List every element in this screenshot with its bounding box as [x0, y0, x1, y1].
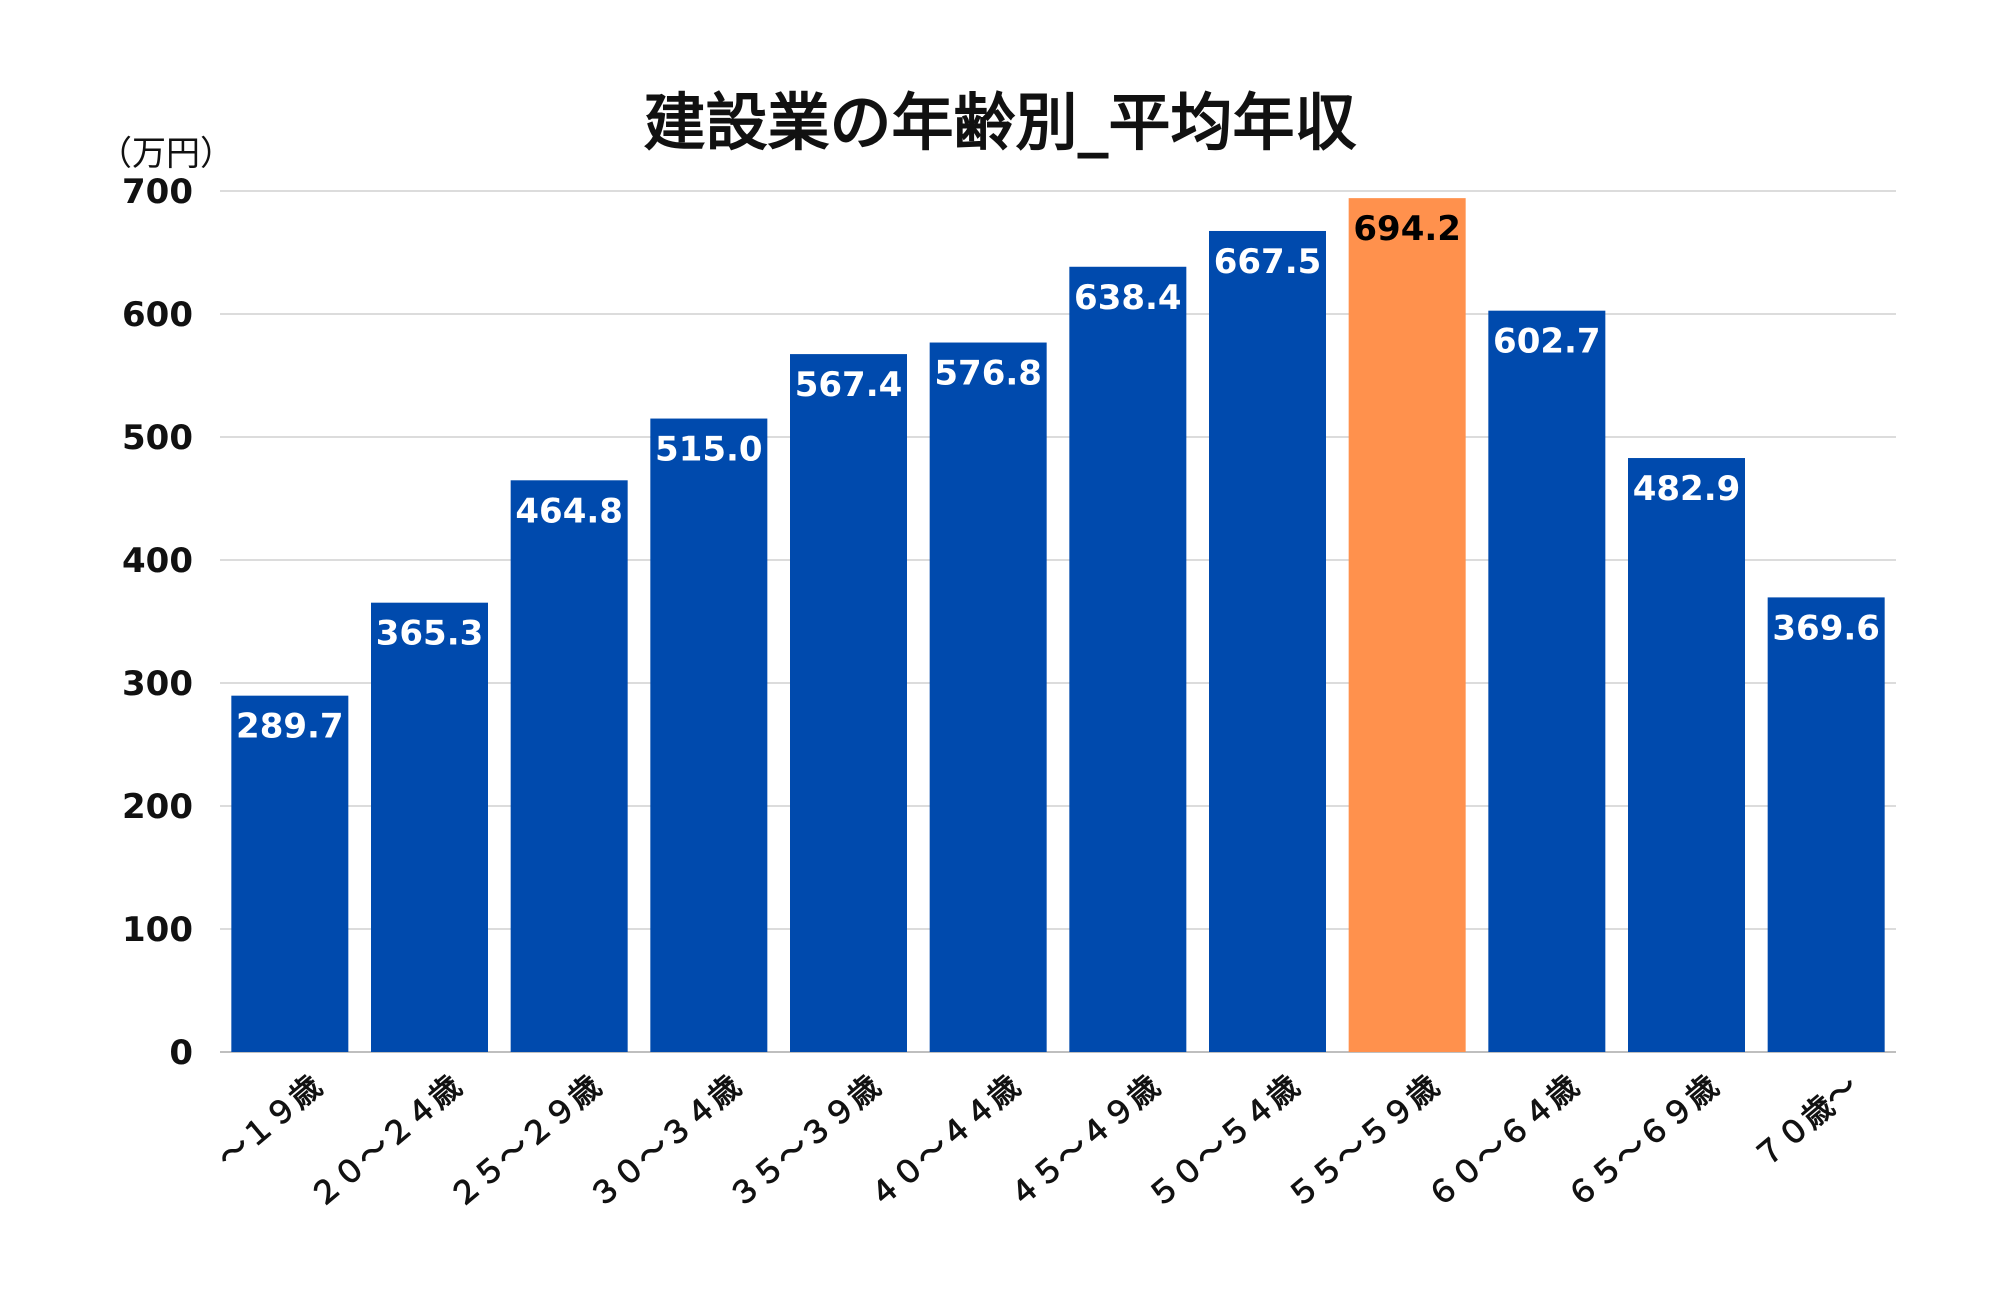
bars — [231, 198, 1885, 1053]
x-tick-label: ３０～３４歳 — [582, 1069, 748, 1216]
data-label: 638.4 — [1074, 278, 1182, 318]
bar — [1209, 230, 1326, 1053]
data-label: 464.8 — [515, 491, 623, 531]
data-label: 515.0 — [655, 430, 763, 470]
y-tick-label: 300 — [122, 664, 193, 704]
bar — [929, 342, 1047, 1052]
x-tick-label: ４５～４９歳 — [1001, 1069, 1167, 1216]
x-tick-label: ５０～５４歳 — [1141, 1069, 1307, 1216]
y-tick-label: 100 — [122, 910, 193, 950]
bar — [1628, 458, 1745, 1053]
bar — [231, 695, 349, 1052]
x-tick-label: ７０歳～ — [1747, 1069, 1865, 1176]
x-tick-label: ～１９歳 — [211, 1069, 329, 1176]
bar — [1488, 310, 1606, 1053]
y-tick-label: 400 — [122, 541, 193, 581]
y-axis-unit-label: （万円） — [98, 134, 234, 174]
data-label: 289.7 — [236, 707, 344, 747]
bar — [1069, 266, 1187, 1052]
y-axis-ticks: 0 100 200 300 400 500 600 700 — [122, 172, 193, 1073]
x-axis-ticks: ～１９歳２０～２４歳２５～２９歳３０～３４歳３５～３９歳４０～４４歳４５～４９歳… — [211, 1069, 1865, 1216]
bar — [790, 354, 907, 1052]
bar — [371, 602, 488, 1052]
data-label: 694.2 — [1353, 209, 1461, 249]
y-tick-label: 200 — [122, 787, 193, 827]
x-tick-label: ６５～６９歳 — [1560, 1069, 1726, 1216]
x-tick-label: ２０～２４歳 — [303, 1069, 469, 1216]
bar — [510, 480, 628, 1052]
data-label: 369.6 — [1772, 608, 1880, 648]
x-tick-label: ６０～６４歳 — [1420, 1069, 1586, 1216]
data-label: 667.5 — [1214, 242, 1322, 282]
data-label: 576.8 — [934, 354, 1042, 394]
y-tick-label: 500 — [122, 418, 193, 458]
x-tick-label: ４０～４４歳 — [862, 1069, 1028, 1216]
bar — [650, 418, 768, 1052]
x-tick-label: ３５～３９歳 — [722, 1069, 888, 1216]
data-labels: 289.7 365.3 464.8 515.0 567.4 576.8 638.4 667.5… — [236, 209, 1880, 747]
bar — [1767, 597, 1885, 1052]
y-tick-label: 0 — [169, 1033, 193, 1073]
data-label: 482.9 — [1633, 469, 1741, 509]
bar-highlight — [1348, 198, 1466, 1052]
x-tick-label: ５５～５９歳 — [1281, 1069, 1447, 1216]
chart-title: 建設業の年齢別_平均年収 — [643, 86, 1357, 159]
data-label: 567.4 — [795, 365, 903, 405]
x-tick-label: ２５～２９歳 — [443, 1069, 609, 1216]
data-label: 365.3 — [376, 614, 484, 654]
data-label: 602.7 — [1493, 322, 1601, 362]
y-tick-label: 700 — [122, 172, 193, 212]
y-tick-label: 600 — [122, 295, 193, 335]
gridlines — [220, 190, 1896, 1053]
